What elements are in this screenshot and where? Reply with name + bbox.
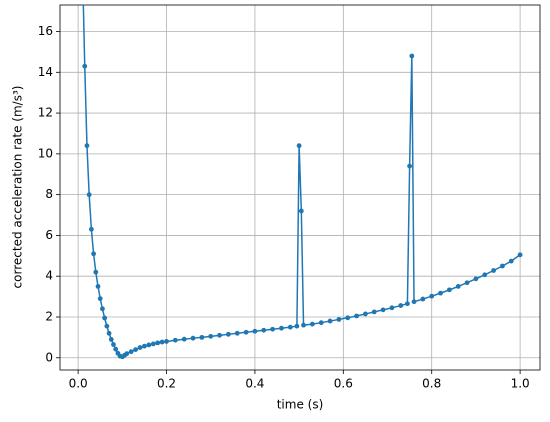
y-tick-label: 10 (38, 146, 53, 160)
data-point (491, 268, 496, 273)
data-point (225, 331, 231, 337)
data-point (91, 251, 96, 257)
data-point (128, 349, 134, 355)
data-point (181, 336, 187, 342)
data-point (298, 208, 304, 214)
data-point (234, 330, 240, 336)
data-point (405, 301, 410, 307)
data-point (86, 192, 92, 198)
data-point (296, 143, 302, 149)
data-point (243, 329, 249, 335)
data-point (318, 320, 324, 326)
y-tick-label: 0 (45, 350, 53, 364)
data-point (190, 335, 196, 341)
data-point (93, 269, 99, 275)
data-point (336, 317, 342, 322)
data-point (420, 296, 426, 302)
x-tick-label: 1.0 (511, 377, 530, 391)
data-point (100, 306, 105, 312)
data-point (142, 343, 147, 349)
data-point (500, 263, 505, 269)
data-point (389, 305, 395, 311)
data-point (252, 328, 258, 334)
data-point (208, 333, 214, 339)
data-point (327, 318, 333, 324)
data-point (261, 327, 267, 333)
data-point (409, 53, 415, 59)
data-point (106, 330, 112, 336)
data-point (84, 143, 90, 149)
data-point (411, 299, 417, 305)
data-point (111, 342, 116, 347)
data-point (473, 276, 479, 282)
data-point (301, 322, 306, 328)
data-point (137, 345, 143, 350)
x-axis-label: time (s) (277, 398, 324, 412)
data-point (95, 283, 101, 289)
data-point (407, 163, 413, 169)
data-point (398, 303, 404, 308)
data-point (150, 341, 156, 347)
data-point (455, 283, 461, 289)
data-point (113, 346, 119, 352)
data-point (146, 342, 152, 348)
x-tick-label: 0.4 (245, 377, 264, 391)
plot-frame (59, 4, 541, 371)
data-point (97, 296, 103, 302)
data-point (294, 323, 300, 329)
data-point (309, 321, 315, 327)
data-point (124, 351, 130, 357)
x-tick-label: 0.0 (69, 377, 88, 391)
data-point (363, 311, 368, 317)
data-point (164, 339, 169, 344)
y-axis-label: corrected acceleration rate (m/s³) (11, 86, 25, 289)
x-tick-label: 0.2 (157, 377, 176, 391)
y-tick-label: 14 (38, 65, 53, 79)
data-point (133, 347, 138, 353)
y-tick-label: 4 (45, 269, 53, 283)
y-tick-label: 8 (45, 187, 53, 201)
data-point (380, 307, 386, 313)
data-point (217, 332, 222, 338)
y-tick-label: 2 (45, 309, 53, 323)
data-point (354, 313, 359, 319)
data-point (155, 340, 161, 346)
data-line (82, 5, 521, 358)
data-point (82, 63, 88, 69)
data-point (482, 272, 488, 278)
y-tick-label: 12 (38, 106, 53, 120)
data-point (102, 315, 108, 321)
plot-area (82, 5, 523, 360)
data-point (172, 337, 178, 343)
data-point (464, 280, 470, 286)
data-point (104, 323, 110, 329)
data-point (279, 325, 284, 331)
x-tick-label: 0.8 (422, 377, 441, 391)
data-point (88, 226, 94, 232)
data-point (159, 339, 165, 345)
x-tick-label: 0.6 (334, 377, 353, 391)
data-point (429, 293, 435, 299)
data-point (199, 334, 205, 340)
data-point (287, 324, 293, 330)
y-tick-label: 6 (45, 228, 53, 242)
data-point (270, 326, 275, 332)
data-point (345, 315, 351, 321)
data-point (508, 258, 514, 264)
data-point (108, 337, 114, 342)
data-point (517, 252, 523, 258)
data-point (371, 309, 377, 315)
data-point (446, 287, 452, 293)
data-point (438, 290, 443, 296)
y-tick-label: 16 (38, 24, 53, 38)
